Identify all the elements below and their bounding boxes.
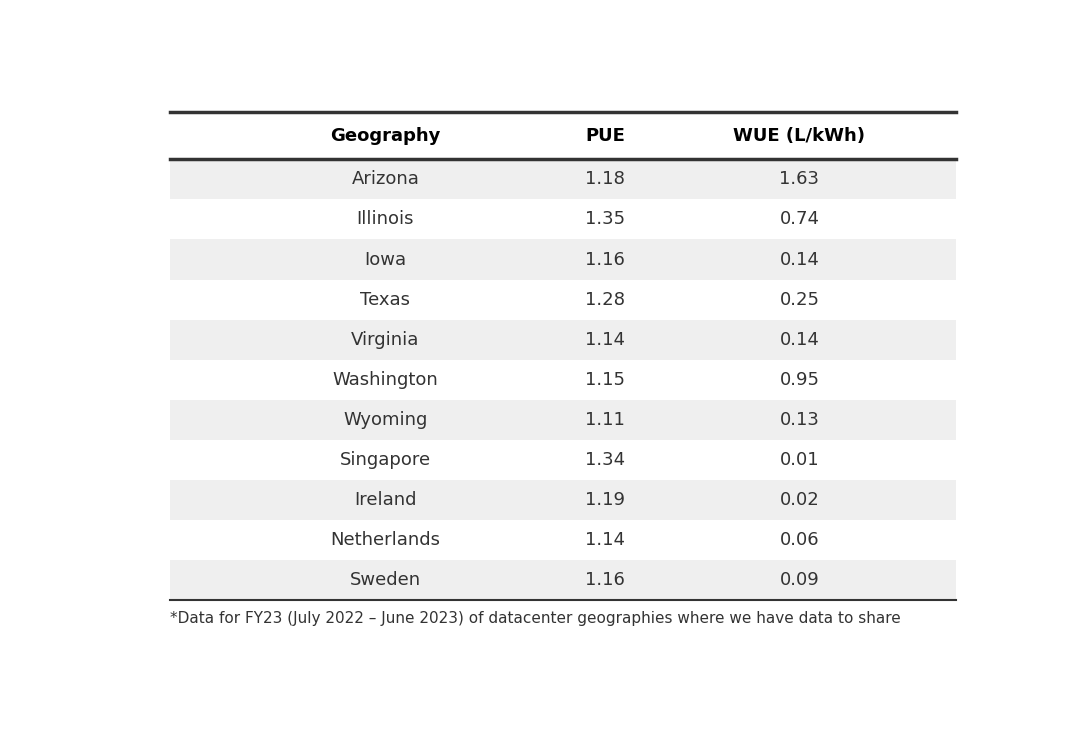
Text: 1.35: 1.35 [585,210,626,229]
Text: Singapore: Singapore [340,451,431,469]
Bar [170,320,956,360]
Text: 1.15: 1.15 [585,371,625,389]
Bar [170,200,956,239]
Bar [170,440,956,480]
Text: 0.06: 0.06 [779,531,820,549]
Text: 0.25: 0.25 [779,291,820,308]
Text: Illinois: Illinois [356,210,414,229]
Text: Arizona: Arizona [351,171,420,188]
Text: Iowa: Iowa [364,250,407,268]
Text: 1.28: 1.28 [585,291,625,308]
Bar [170,112,956,159]
Text: 1.18: 1.18 [585,171,625,188]
Bar [170,239,956,279]
Text: 1.16: 1.16 [585,571,625,589]
Text: Ireland: Ireland [354,491,416,509]
Text: 0.02: 0.02 [779,491,820,509]
Text: Virginia: Virginia [351,331,420,349]
Text: PUE: PUE [585,127,625,145]
Text: 1.11: 1.11 [585,410,625,428]
Bar [170,360,956,399]
Text: 1.63: 1.63 [779,171,820,188]
Text: 0.74: 0.74 [779,210,820,229]
Text: 0.14: 0.14 [779,250,820,268]
Bar [170,279,956,320]
Text: WUE (L/kWh): WUE (L/kWh) [734,127,865,145]
Bar [170,399,956,440]
Text: 1.34: 1.34 [585,451,626,469]
Bar [170,520,956,560]
Text: 1.14: 1.14 [585,531,625,549]
Bar [170,480,956,520]
Text: 0.13: 0.13 [779,410,820,428]
Text: Sweden: Sweden [350,571,421,589]
Text: Texas: Texas [361,291,411,308]
Text: 1.14: 1.14 [585,331,625,349]
Bar [170,159,956,200]
Text: Wyoming: Wyoming [343,410,427,428]
Text: 1.16: 1.16 [585,250,625,268]
Text: 0.01: 0.01 [779,451,820,469]
Text: *Data for FY23 (July 2022 – June 2023) of datacenter geographies where we have d: *Data for FY23 (July 2022 – June 2023) o… [170,612,900,627]
Text: Netherlands: Netherlands [330,531,440,549]
Text: 0.14: 0.14 [779,331,820,349]
Text: 0.95: 0.95 [779,371,820,389]
Bar [170,560,956,600]
Text: 0.09: 0.09 [779,571,820,589]
Text: Washington: Washington [332,371,438,389]
Text: 1.19: 1.19 [585,491,625,509]
Text: Geography: Geography [330,127,440,145]
